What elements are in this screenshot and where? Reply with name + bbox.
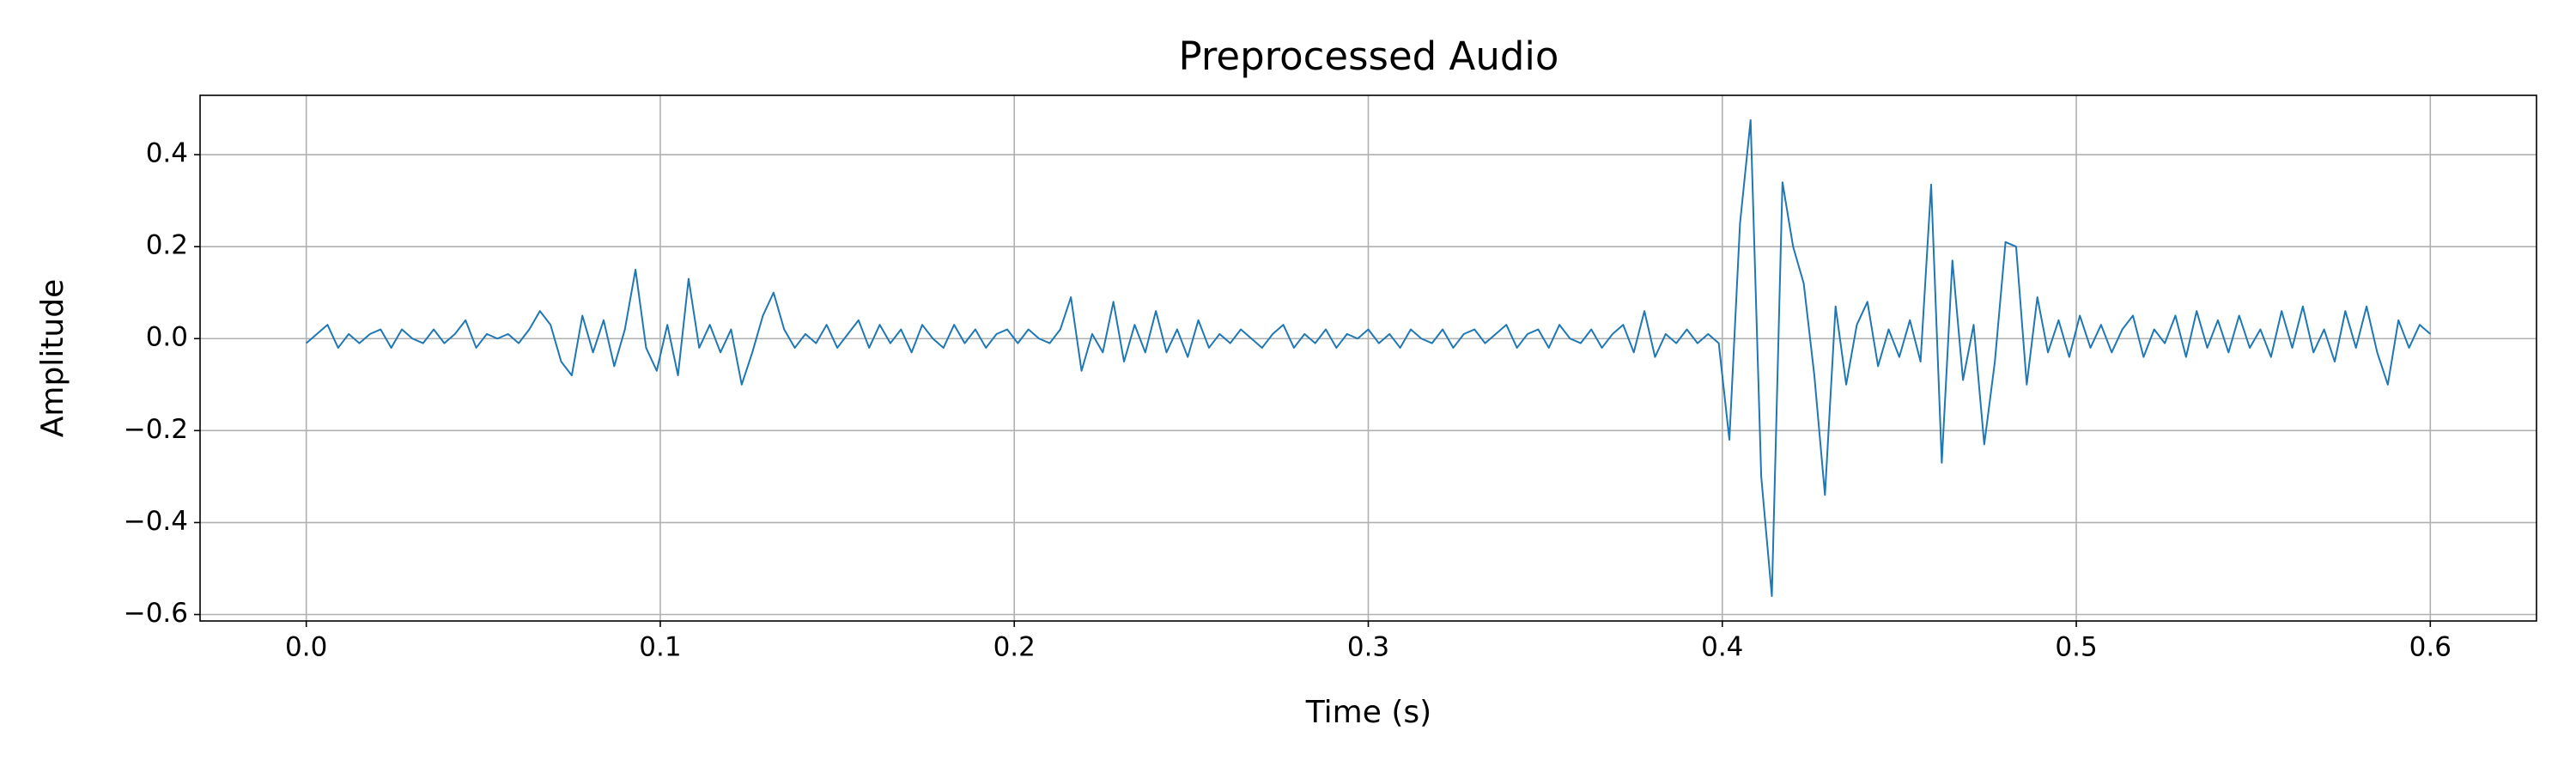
x-tick-label: 0.6	[2409, 632, 2451, 663]
y-tick-label: −0.2	[124, 414, 188, 445]
x-axis-label: Time (s)	[1305, 695, 1431, 730]
x-tick-label: 0.0	[285, 632, 327, 663]
waveform-line	[306, 119, 2431, 598]
x-tick-label: 0.1	[639, 632, 681, 663]
y-tick-label: −0.6	[124, 598, 188, 629]
y-tick-label: 0.4	[146, 138, 188, 169]
x-tick-label: 0.4	[1701, 632, 1743, 663]
y-tick-label: −0.4	[124, 506, 188, 537]
x-tick-label: 0.3	[1347, 632, 1389, 663]
x-tick-label: 0.5	[2055, 632, 2097, 663]
y-axis-label: Amplitude	[35, 279, 70, 437]
x-tick-label: 0.2	[993, 632, 1036, 663]
chart-title: Preprocessed Audio	[1179, 33, 1559, 79]
y-tick-label: 0.0	[146, 322, 188, 353]
plot-frame	[199, 94, 2537, 622]
y-tick-label: 0.2	[146, 230, 188, 261]
